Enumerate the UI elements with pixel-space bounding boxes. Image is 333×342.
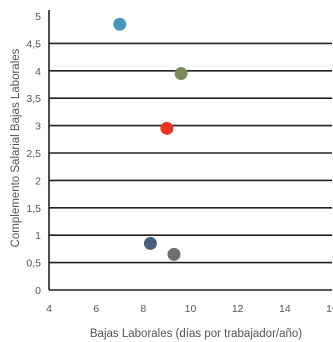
y-axis-label: Complemento Salarial Bajas Laborales: [10, 48, 22, 247]
y-tick-label: 4,5: [26, 38, 41, 50]
y-tick-label: 2,5: [26, 148, 41, 160]
x-axis-label: Bajas Laborales (días por trabajador/año…: [90, 328, 302, 340]
data-point: [174, 67, 188, 81]
x-tick-labels: 4 6 8 10 12 14 16: [46, 303, 333, 315]
x-tick-label: 14: [279, 303, 291, 315]
x-tick-label: 8: [140, 303, 146, 315]
y-tick-label: 5: [35, 11, 41, 23]
x-tick-label: 10: [185, 303, 197, 315]
x-tick-label: 16: [326, 303, 333, 315]
x-tick-label: 6: [93, 303, 99, 315]
x-tick-label: 4: [46, 303, 52, 315]
y-tick-label: 2: [35, 175, 41, 187]
y-tick-label: 3: [35, 121, 41, 133]
y-tick-labels: 0 0,5 1 1,5 2 2,5 3 3,5 4 4,5 5: [26, 11, 41, 297]
y-tick-label: 1,5: [26, 203, 41, 215]
y-tick-label: 4: [35, 66, 41, 78]
y-tick-label: 1: [35, 230, 41, 242]
data-point: [113, 17, 127, 31]
data-point: [160, 121, 174, 135]
data-point: [143, 236, 157, 250]
data-point: [167, 247, 181, 261]
axes: [48, 10, 332, 291]
y-tick-label: 3,5: [26, 93, 41, 105]
data-points: [113, 17, 188, 261]
grid-lines: [49, 42, 332, 264]
y-tick-label: 0: [35, 285, 41, 297]
x-tick-label: 12: [232, 303, 244, 315]
y-tick-label: 0,5: [26, 258, 41, 270]
